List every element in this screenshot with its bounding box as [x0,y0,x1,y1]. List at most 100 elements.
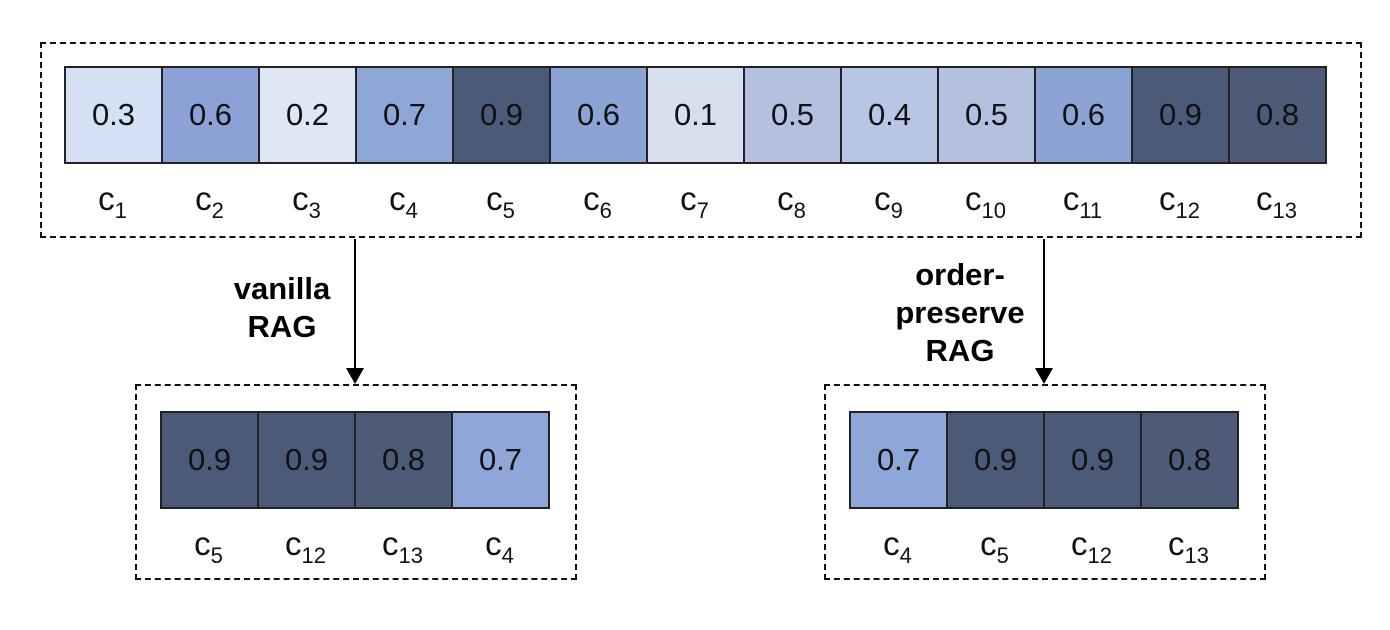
chunk-score: 0.9 [1158,97,1203,132]
chunk-label-subscript: 6 [599,198,612,223]
chunk-label-subscript: 4 [501,543,514,568]
order-preserve-line1: order- [915,257,1005,292]
chunk-label-subscript: 5 [996,543,1009,568]
order-preserve-arrow [1035,239,1053,384]
chunk-label-subscript: 11 [1079,198,1103,223]
vanilla-rag-line2: RAG [247,309,317,344]
chunk-cell: 0.4 [840,66,939,164]
chunk-label-base: c [1256,180,1273,217]
chunk-label-base: c [777,180,794,217]
vanilla-result-labels: c5 c12 c13 c4 [160,525,548,567]
chunk-label-base: c [1159,180,1176,217]
chunk-label-subscript: 13 [1184,543,1209,568]
chunk-score: 0.7 [382,97,427,132]
chunk-label-subscript: 12 [1175,198,1200,223]
chunk-cell: 0.1 [646,66,745,164]
chunk-label: c4 [849,525,946,567]
chunk-cell: 0.6 [161,66,260,164]
chunk-label-subscript: 12 [1087,543,1112,568]
order-preserve-result-row: 0.7 0.9 0.9 0.8 [849,411,1239,509]
chunk-label-base: c [285,525,302,562]
chunk-cell: 0.7 [355,66,454,164]
vanilla-arrow [346,239,364,384]
chunk-score: 0.6 [188,97,233,132]
chunk-label: c2 [161,180,258,222]
chunk-cell: 0.7 [849,411,948,509]
chunk-score: 0.9 [1070,442,1115,477]
chunk-label-subscript: 7 [696,198,709,223]
chunk-cell: 0.9 [452,66,551,164]
chunk-label: c9 [840,180,937,222]
chunk-label-subscript: 4 [405,198,418,223]
chunk-cell: 0.9 [1043,411,1142,509]
chunk-label: c7 [646,180,743,222]
chunk-label-base: c [382,525,399,562]
chunk-cell: 0.5 [937,66,1036,164]
order-preserve-result-container [824,384,1266,580]
chunk-label-subscript: 3 [308,198,321,223]
chunk-label: c1 [64,180,161,222]
chunk-label: c13 [354,525,451,567]
chunk-score: 0.2 [285,97,330,132]
chunk-label-subscript: 9 [890,198,903,223]
chunk-score: 0.7 [876,442,921,477]
order-preserve-result-labels: c4 c5 c12 c13 [849,525,1237,567]
chunk-score: 0.9 [973,442,1018,477]
top-chunk-row: 0.3 0.6 0.2 0.7 0.9 0.6 0.1 0.5 0.4 0.5 0.6 0.9 0.8 [64,66,1327,164]
chunk-score: 0.5 [964,97,1009,132]
top-chunk-container [40,42,1362,238]
chunk-score: 0.8 [1167,442,1212,477]
chunk-label-subscript: 2 [211,198,224,223]
chunk-label-subscript: 4 [899,543,912,568]
chunk-label-base: c [389,180,406,217]
chunk-cell: 0.2 [258,66,357,164]
top-chunk-labels: c1 c2 c3 c4 c5 c6 c7 c8 c9 c10 c11 c12 c13 [64,180,1325,222]
chunk-label-base: c [583,180,600,217]
chunk-cell: 0.8 [1140,411,1239,509]
order-preserve-line3: RAG [925,333,995,368]
chunk-score: 0.6 [576,97,621,132]
vanilla-result-row: 0.9 0.9 0.8 0.7 [160,411,550,509]
chunk-label-base: c [980,525,997,562]
chunk-label-base: c [195,180,212,217]
chunk-label-subscript: 1 [114,198,127,223]
chunk-cell: 0.6 [1034,66,1133,164]
chunk-label-subscript: 8 [793,198,806,223]
chunk-cell: 0.9 [946,411,1045,509]
chunk-label: c3 [258,180,355,222]
chunk-score: 0.6 [1061,97,1106,132]
chunk-score: 0.5 [770,97,815,132]
chunk-label: c12 [1043,525,1140,567]
chunk-cell: 0.9 [257,411,356,509]
chunk-label: c13 [1140,525,1237,567]
chunk-label: c4 [451,525,548,567]
chunk-label-base: c [680,180,697,217]
vanilla-result-container [135,384,577,580]
order-preserve-rag-label: order- preserve RAG [880,256,1040,370]
chunk-label: c4 [355,180,452,222]
chunk-label-subscript: 12 [301,543,326,568]
chunk-score: 0.7 [478,442,523,477]
chunk-label-subscript: 13 [398,543,423,568]
chunk-label: c10 [937,180,1034,222]
chunk-label: c5 [160,525,257,567]
chunk-label: c12 [257,525,354,567]
chunk-cell: 0.8 [354,411,453,509]
chunk-score: 0.8 [1255,97,1300,132]
chunk-score: 0.9 [284,442,329,477]
chunk-label: c5 [452,180,549,222]
chunk-score: 0.9 [479,97,524,132]
chunk-label-base: c [485,525,502,562]
chunk-label-base: c [292,180,309,217]
order-preserve-line2: preserve [895,295,1025,330]
chunk-label: c5 [946,525,1043,567]
chunk-label-base: c [965,180,982,217]
chunk-label-base: c [883,525,900,562]
chunk-label-base: c [98,180,115,217]
chunk-label-base: c [1071,525,1088,562]
chunk-score: 0.1 [673,97,718,132]
chunk-label-subscript: 10 [981,198,1006,223]
chunk-label: c11 [1034,180,1131,222]
chunk-label-base: c [194,525,211,562]
